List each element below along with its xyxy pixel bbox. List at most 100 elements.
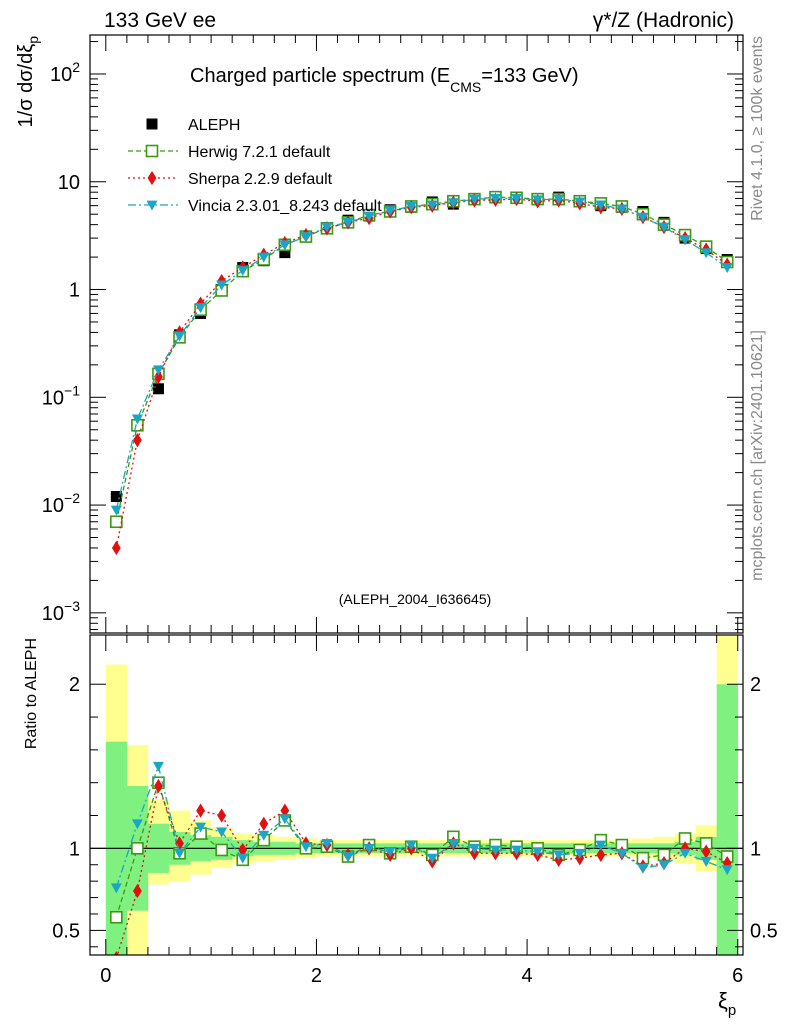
ratio-point-sherpa xyxy=(175,836,184,851)
main-point-vincia xyxy=(721,263,733,274)
main-point-vincia xyxy=(468,194,480,205)
main-point-vincia xyxy=(384,206,396,217)
main-ylabel-part: p xyxy=(25,36,41,44)
main-ytick-label-part: −3 xyxy=(64,598,80,614)
main-point-vincia xyxy=(279,240,291,251)
ratio-ytick-label-right: 0.5 xyxy=(750,920,778,942)
main-point-vincia xyxy=(511,194,523,204)
main-point-vincia xyxy=(300,232,312,243)
ratio-ytick-label-left: 1 xyxy=(69,838,80,860)
ratio-point-herwig xyxy=(215,843,228,857)
ratio-ytick-label-right: 1 xyxy=(750,838,761,860)
main-point-vincia xyxy=(131,414,143,425)
ratio-point-vincia xyxy=(553,850,565,861)
main-point-vincia xyxy=(174,331,186,342)
ratio-point-vincia xyxy=(511,845,523,856)
main-point-vincia xyxy=(321,222,333,233)
main-point-vincia xyxy=(110,505,122,516)
ratio-point-vincia xyxy=(426,853,438,864)
ratio-point-vincia xyxy=(152,761,164,772)
main-ytick-label-part: −1 xyxy=(64,382,80,398)
ratio-point-sherpa xyxy=(596,847,606,863)
main-series-vincia xyxy=(110,194,733,516)
main-series-aleph xyxy=(110,191,733,503)
ratio-point-vincia xyxy=(700,857,712,867)
main-point-sherpa xyxy=(154,369,163,384)
main-point-aleph xyxy=(279,247,291,259)
ratio-point-sherpa xyxy=(132,883,142,899)
main-point-aleph xyxy=(110,491,122,503)
ratio-point-vincia xyxy=(637,863,649,874)
ratio-xlabel-part: ξ xyxy=(718,988,728,1013)
main-ytick-label: 10 xyxy=(58,172,80,194)
legend: ALEPH Herwig 7.2.1 default Sherpa 2.2.9 de… xyxy=(128,117,382,215)
ratio-ytick-label-left: 0.5 xyxy=(52,920,80,942)
main-point-vincia xyxy=(258,252,270,263)
main-frame xyxy=(89,34,744,634)
main-annotation: (ALEPH_2004_I636645) xyxy=(339,591,492,607)
main-point-vincia xyxy=(195,303,207,314)
main-point-vincia xyxy=(237,266,249,277)
legend-label-sherpa: Sherpa 2.2.9 default xyxy=(188,171,333,188)
main-title: Charged particle spectrum (ECMS=133 GeV) xyxy=(190,65,579,95)
main-title-part: Charged particle spectrum (E xyxy=(190,65,450,87)
legend-marker-aleph xyxy=(146,118,158,130)
ratio-point-vincia xyxy=(721,865,733,876)
ratio-point-vincia xyxy=(658,860,670,871)
ratio-point-vincia xyxy=(131,819,143,830)
main-point-aleph xyxy=(152,383,164,395)
main-point-vincia xyxy=(658,222,670,233)
ratio-ytick-label-right: 2 xyxy=(750,674,761,696)
main-ytick-label: 10−2 xyxy=(42,490,80,517)
main-ytick-label: 102 xyxy=(50,59,80,86)
ratio-xtick-label: 2 xyxy=(311,965,322,987)
band-inner xyxy=(716,684,739,955)
ratio-ytick-label-left: 2 xyxy=(69,674,80,696)
ratio-point-vincia xyxy=(574,848,586,859)
side-mcplots: mcplots.cern.ch [arXiv:2401.10621] xyxy=(749,330,766,581)
ratio-point-sherpa xyxy=(259,816,269,831)
legend-label-vincia: Vincia 2.3.01_8.243 default xyxy=(188,198,382,215)
main-series-sherpa xyxy=(111,191,732,556)
main-ytick-label-part: −2 xyxy=(64,490,80,506)
main-point-vincia xyxy=(637,212,649,223)
ratio-point-vincia xyxy=(363,843,375,854)
ratio-point-vincia xyxy=(216,827,228,838)
main-point-vincia xyxy=(342,217,354,228)
ratio-line-vincia xyxy=(115,764,728,888)
ratio-bands xyxy=(105,635,739,955)
main-point-vincia xyxy=(405,202,417,212)
ratio-point-vincia xyxy=(616,848,628,859)
main-ytick-label-part: 10 xyxy=(42,387,64,409)
ratio-point-vincia xyxy=(237,853,249,864)
ratio-xlabel: ξp xyxy=(718,988,736,1019)
main-title-part: CMS xyxy=(450,79,481,95)
ratio-point-sherpa xyxy=(701,844,711,859)
legend-marker-vincia xyxy=(146,200,158,211)
ratio-xtick-label: 4 xyxy=(522,965,533,987)
ratio-point-vincia xyxy=(384,847,396,858)
main-line-vincia xyxy=(115,197,728,511)
main-title-part: =133 GeV) xyxy=(481,65,578,87)
main-point-vincia xyxy=(532,195,544,206)
main-ytick-label-part: 2 xyxy=(72,59,80,75)
ratio-series-vincia xyxy=(110,761,733,894)
ratio-point-sherpa xyxy=(280,803,290,818)
main-point-vincia xyxy=(679,235,691,246)
ratio-point-vincia xyxy=(321,839,333,849)
main-point-vincia xyxy=(447,198,459,209)
main-point-sherpa xyxy=(132,433,142,448)
ratio-xtick-label: 6 xyxy=(732,965,743,987)
ratio-point-sherpa xyxy=(154,778,163,794)
main-point-vincia xyxy=(489,194,501,204)
ratio-point-vincia xyxy=(489,845,501,856)
header-left: 133 GeV ee xyxy=(104,9,216,32)
main-point-sherpa xyxy=(111,540,121,556)
ratio-point-vincia xyxy=(532,847,544,858)
ratio-point-vincia xyxy=(174,848,186,859)
ratio-point-vincia xyxy=(195,822,207,833)
ratio-point-vincia xyxy=(300,842,312,853)
main-point-vincia xyxy=(595,200,607,211)
